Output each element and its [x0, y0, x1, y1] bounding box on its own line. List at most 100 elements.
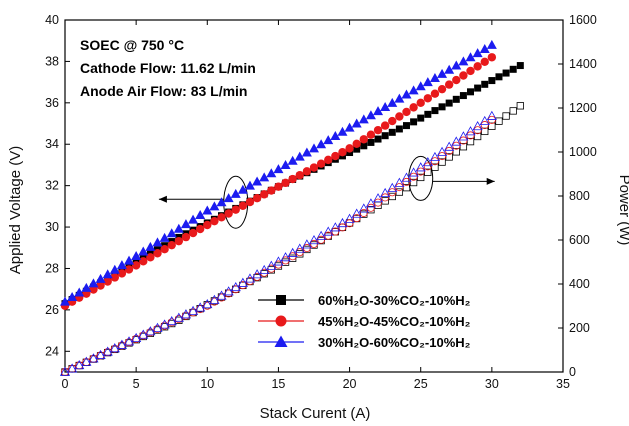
- legend: 60%H₂O-30%CO₂-10%H₂ 45%H₂O-45%CO₂-10%H₂ …: [258, 293, 471, 350]
- voltage-point: [387, 97, 398, 107]
- power-point: [139, 331, 148, 340]
- power-point: [422, 157, 433, 167]
- legend-marker-3: [274, 335, 288, 347]
- x-tick-label: 0: [62, 377, 69, 391]
- legend-label-2: 45%H₂O-45%CO₂-10%H₂: [318, 314, 471, 329]
- voltage-point: [74, 287, 85, 297]
- power-point: [138, 329, 149, 339]
- voltage-point: [323, 135, 334, 145]
- power-point: [74, 360, 85, 370]
- power-point: [160, 321, 169, 330]
- x-tick-label: 25: [414, 377, 428, 391]
- voltage-point: [81, 282, 92, 292]
- voltage-point: [288, 174, 297, 184]
- legend-label-3: 30%H₂O-60%CO₂-10%H₂: [318, 335, 471, 350]
- voltage-point: [401, 89, 412, 99]
- voltage-point: [238, 201, 248, 211]
- voltage-point: [337, 126, 348, 136]
- power-point: [459, 136, 468, 145]
- power-point: [173, 312, 184, 322]
- voltage-point: [516, 62, 524, 70]
- y-right-tick-label: 1600: [569, 13, 597, 27]
- voltage-point: [409, 103, 418, 112]
- voltage-point: [431, 107, 439, 115]
- power-point: [416, 167, 425, 176]
- voltage-point: [266, 168, 277, 178]
- voltage-point: [445, 99, 453, 107]
- voltage-point: [102, 269, 113, 279]
- voltage-point: [481, 80, 489, 88]
- power-group-ellipse: [408, 155, 434, 201]
- voltage-point: [138, 246, 149, 256]
- voltage-point: [353, 145, 361, 153]
- power-point: [131, 332, 142, 343]
- voltage-point: [488, 77, 496, 85]
- voltage-point: [437, 84, 447, 94]
- y-right-tick-label: 1000: [569, 145, 597, 159]
- voltage-point: [316, 159, 326, 168]
- voltage-point: [502, 69, 510, 77]
- power-point: [358, 203, 369, 213]
- voltage-point: [465, 52, 476, 62]
- power-point: [395, 183, 404, 192]
- x-axis-title: Stack Curent (A): [260, 405, 371, 422]
- voltage-point: [487, 53, 497, 62]
- voltage-point: [181, 232, 191, 242]
- power-point: [95, 349, 106, 359]
- voltage-point: [195, 224, 205, 234]
- voltage-point: [139, 257, 148, 266]
- voltage-point: [394, 93, 405, 103]
- voltage-point: [352, 139, 361, 149]
- y-left-tick-label: 28: [45, 261, 59, 275]
- power-point: [59, 366, 71, 376]
- voltage-point: [210, 216, 219, 226]
- power-point: [458, 131, 469, 141]
- power-point: [436, 146, 448, 156]
- power-point: [423, 162, 432, 171]
- voltage-point: [281, 178, 290, 188]
- voltage-point: [479, 43, 490, 53]
- voltage-point: [395, 125, 403, 133]
- voltage-point: [188, 214, 199, 224]
- y-left-tick-label: 32: [45, 179, 59, 193]
- voltage-point: [60, 296, 70, 306]
- y-left-tick-label: 36: [45, 96, 59, 110]
- y-right-tick-label: 800: [569, 189, 590, 203]
- power-point: [516, 102, 524, 110]
- voltage-point: [124, 255, 135, 265]
- power-point: [480, 121, 489, 130]
- power-point: [351, 208, 362, 218]
- voltage-point: [160, 245, 169, 254]
- power-point: [465, 126, 476, 136]
- voltage-point: [146, 253, 155, 262]
- y-left-tick-label: 24: [45, 344, 59, 358]
- voltage-point: [452, 95, 460, 103]
- voltage-point: [466, 66, 475, 76]
- marks: [59, 39, 524, 376]
- annotation-cathode-flow: Cathode Flow: 11.62 L/min: [80, 60, 256, 76]
- voltage-point: [459, 92, 467, 100]
- power-point: [117, 341, 126, 350]
- voltage-point: [237, 184, 248, 194]
- voltage-point: [223, 193, 234, 203]
- voltage-point: [408, 85, 419, 95]
- power-point: [451, 136, 462, 146]
- voltage-point: [338, 148, 347, 157]
- power-point: [331, 227, 340, 236]
- voltage-point: [330, 130, 341, 140]
- voltage-point: [367, 138, 375, 146]
- power-point: [289, 254, 297, 262]
- power-point: [466, 137, 475, 146]
- voltage-point: [388, 128, 396, 136]
- power-point: [487, 115, 496, 124]
- voltage-point: [351, 118, 362, 128]
- voltage-point: [495, 73, 503, 81]
- voltage-point: [202, 205, 213, 215]
- voltage-point: [459, 71, 468, 80]
- power-point: [159, 319, 170, 329]
- voltage-point: [110, 273, 120, 282]
- x-tick-label: 30: [485, 377, 499, 391]
- power-point: [274, 260, 283, 269]
- power-point: [466, 131, 475, 140]
- power-point: [167, 318, 176, 327]
